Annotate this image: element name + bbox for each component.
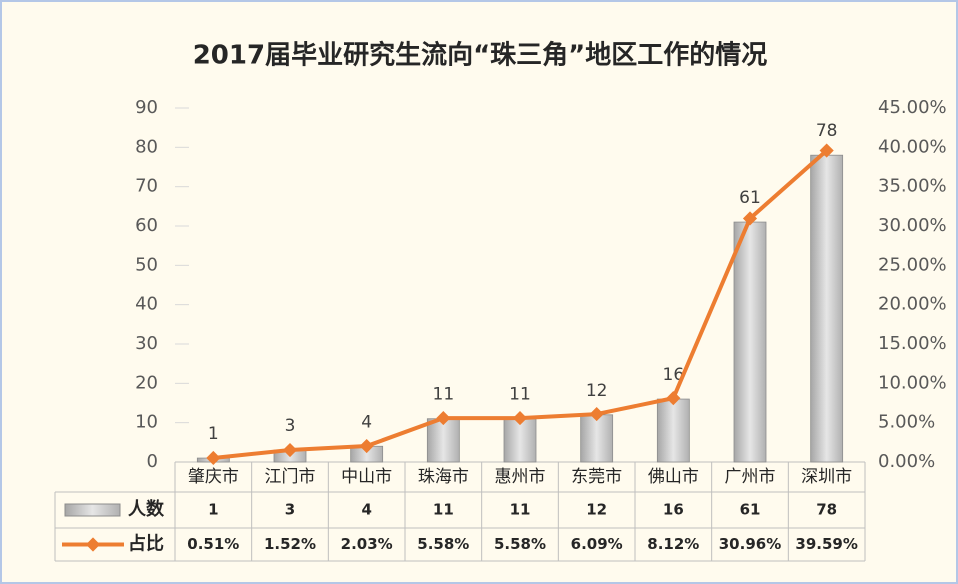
bar-label: 12 (586, 381, 608, 401)
line-marker (742, 211, 758, 226)
chart-title: 2017届毕业研究生流向“珠三角”地区工作的情况 (193, 40, 768, 71)
category-label: 广州市 (725, 467, 776, 487)
y-tick-label: 60 (135, 215, 158, 236)
line-marker (282, 442, 298, 458)
y2-tick-label: 5.00% (878, 412, 935, 433)
legend-label: 人数 (128, 498, 165, 520)
table-cell: 30.96% (719, 535, 781, 553)
table-cell: 16 (663, 501, 684, 519)
y-tick-label: 20 (135, 372, 158, 393)
y-tick-label: 90 (135, 97, 158, 118)
category-label: 肇庆市 (188, 467, 239, 487)
table-cell: 8.12% (647, 535, 699, 553)
line-marker (666, 391, 681, 406)
category-label: 中山市 (341, 467, 392, 487)
y-tick-label: 70 (135, 176, 158, 197)
legend-key (64, 503, 121, 517)
y-tick-label: 40 (135, 294, 158, 315)
table-cell: 0.51% (187, 535, 239, 553)
y2-tick-label: 45.00% (878, 97, 947, 118)
y-tick-label: 0 (147, 451, 158, 472)
line-marker (512, 411, 528, 426)
bar (810, 154, 844, 463)
category-label: 珠海市 (418, 467, 469, 487)
table-cell: 2.03% (341, 535, 393, 553)
y-tick-label: 50 (135, 254, 158, 275)
bar-label: 11 (509, 385, 531, 405)
table-cell: 5.58% (417, 535, 469, 553)
bar-label: 3 (285, 416, 296, 436)
y2-tick-label: 35.00% (878, 176, 947, 197)
table-cell: 4 (361, 501, 371, 519)
bar (733, 221, 767, 463)
line-marker (589, 407, 604, 422)
bar-label: 61 (739, 188, 761, 208)
table-cell: 3 (285, 501, 295, 519)
category-label: 佛山市 (648, 467, 699, 487)
line-marker (206, 450, 221, 466)
legend-label: 占比 (128, 533, 164, 555)
table-cell: 5.58% (494, 535, 546, 553)
category-label: 惠州市 (495, 467, 546, 487)
y2-tick-label: 25.00% (878, 254, 947, 275)
y-tick-label: 10 (135, 412, 158, 433)
bar (426, 418, 460, 463)
table-cell: 39.59% (795, 535, 857, 553)
legend-key-marker (85, 537, 101, 552)
y2-tick-label: 30.00% (878, 215, 947, 236)
bar (580, 414, 614, 463)
table-cell: 12 (586, 501, 607, 519)
table-cell: 78 (816, 501, 837, 519)
bar-label: 78 (816, 121, 838, 141)
y-tick-label: 30 (135, 333, 158, 354)
table-cell: 1 (208, 501, 218, 519)
category-label: 深圳市 (801, 467, 852, 487)
bar-label: 1 (208, 424, 219, 444)
line-marker (819, 143, 834, 158)
bar-label: 16 (663, 365, 685, 385)
category-label: 江门市 (265, 467, 316, 487)
y2-tick-label: 40.00% (878, 136, 947, 157)
line-marker (359, 438, 374, 454)
bar (503, 418, 537, 463)
bar (656, 398, 690, 463)
line-marker (436, 411, 451, 426)
table-cell: 6.09% (571, 535, 623, 553)
y-tick-label: 80 (135, 136, 158, 157)
bar-label: 4 (361, 412, 372, 432)
y2-tick-label: 10.00% (878, 372, 947, 393)
y2-tick-label: 15.00% (878, 333, 947, 354)
y2-tick-label: 20.00% (878, 294, 947, 315)
category-label: 东莞市 (571, 467, 622, 487)
bar-label: 11 (433, 385, 455, 405)
table-cell: 1.52% (264, 535, 316, 553)
table-cell: 11 (510, 501, 531, 519)
y2-tick-label: 0.00% (878, 451, 935, 472)
table-cell: 11 (433, 501, 454, 519)
table-cell: 61 (740, 501, 761, 519)
